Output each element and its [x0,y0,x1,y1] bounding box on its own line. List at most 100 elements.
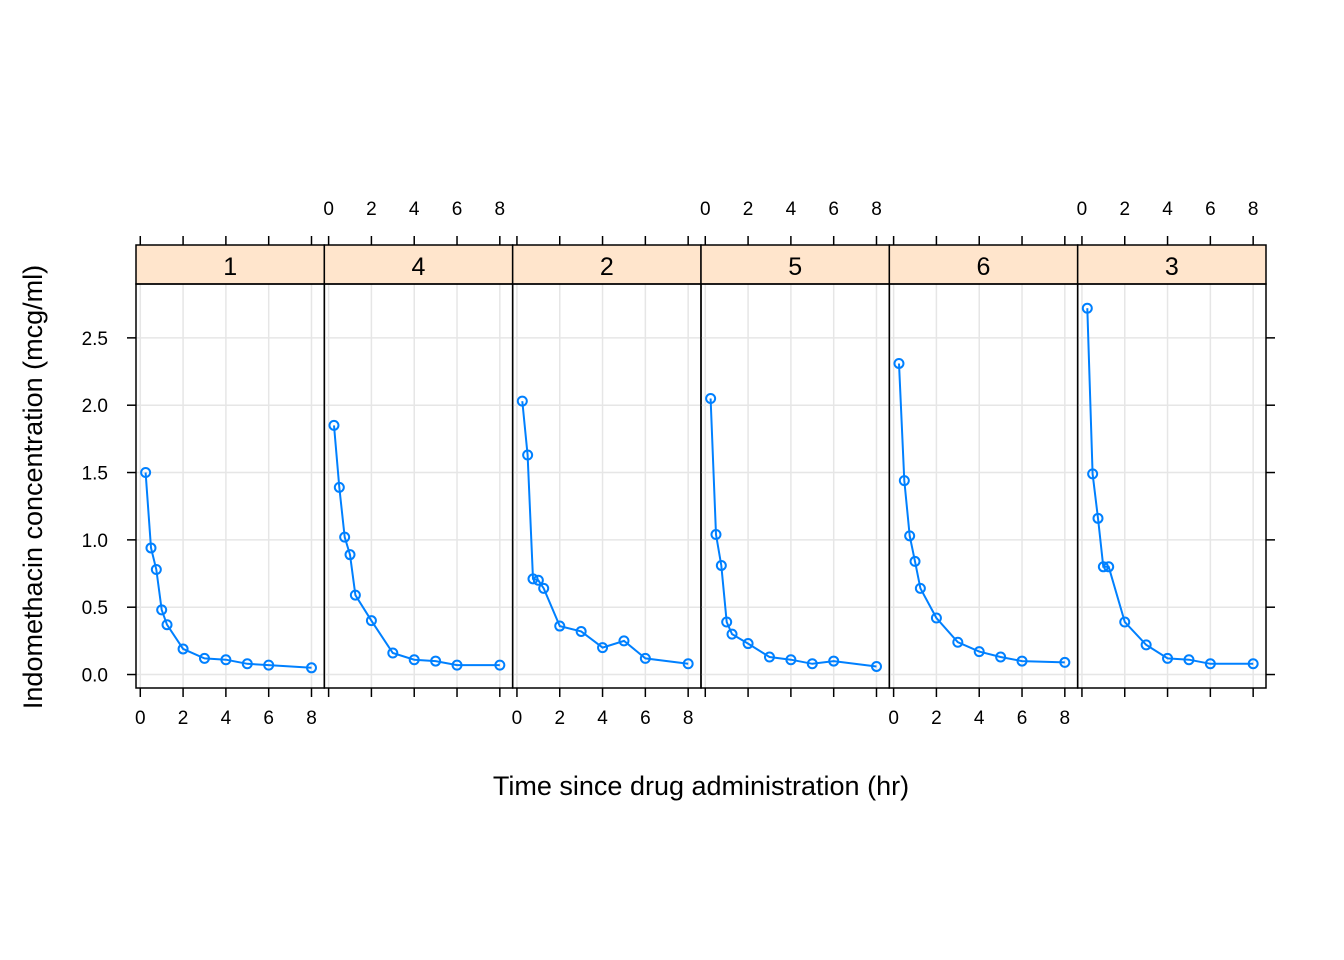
data-point [1183,654,1195,666]
data-point [1081,302,1093,314]
panel-3: 3 [1076,244,1267,689]
data-point [952,636,964,648]
data-point [726,628,738,640]
panel-4: 4 [323,244,514,689]
data-point [806,658,818,670]
axes-layer: 0 2 4 6 8 0 2 4 6 8 0 2 4 6 8 0 2 4 6 8 0 2 4 6 8 0 2 4 6 8 0.0 0.5 1.0 1… [82,199,1275,729]
data-point [538,582,550,594]
data-point [1103,561,1115,573]
data-point [339,531,351,543]
x-tick-label-top: 2 [366,199,377,220]
x-tick-label-bottom: 2 [931,708,942,729]
data-point [408,654,420,666]
data-point [904,530,916,542]
data-point [1140,639,1152,651]
x-tick-label-bottom: 4 [221,708,232,729]
data-point [1059,656,1071,668]
data-point [554,620,566,632]
x-tick-label-bottom: 2 [554,708,565,729]
data-point [177,643,189,655]
panel-1: 1 [135,244,326,689]
x-tick-label-top: 6 [1205,199,1216,220]
data-point [150,563,162,575]
data-point [198,652,210,664]
data-point [349,589,361,601]
data-point [893,357,905,369]
x-tick-label-top: 0 [700,199,711,220]
x-tick-label-top: 8 [1248,199,1259,220]
data-point [705,392,717,404]
x-axis-title: Time since drug administration (hr) [493,771,909,801]
data-point [1087,468,1099,480]
data-point [1119,616,1131,628]
panel-5: 5 [700,244,891,689]
x-tick-label-bottom: 4 [597,708,608,729]
strip-label: 4 [412,253,426,281]
data-point [220,654,232,666]
x-tick-label-top: 4 [1162,199,1173,220]
x-tick-label-top: 2 [1119,199,1130,220]
series-line [521,401,689,665]
x-tick-label-top: 8 [495,199,506,220]
series-line [898,363,1065,664]
y-tick-label: 0.0 [82,666,108,687]
data-point [742,638,754,650]
data-point [618,635,630,647]
panels-layer: 1 4 2 5 6 3 [135,244,1267,689]
panel-6: 6 [888,244,1079,689]
x-tick-label-bottom: 8 [306,708,317,729]
data-point [639,652,651,664]
data-point [430,655,442,667]
data-point [763,651,775,663]
y-tick-label: 1.5 [82,464,108,485]
data-point [161,619,173,631]
data-point [305,662,317,674]
x-tick-label-bottom: 0 [888,708,899,729]
data-point [522,449,534,461]
strip-background [700,244,891,285]
x-tick-label-top: 6 [452,199,463,220]
data-point [995,651,1007,663]
data-point [241,658,253,670]
series-line [709,398,877,668]
data-point [263,659,275,671]
data-point [365,615,377,627]
data-point [451,659,463,671]
data-point [973,646,985,658]
strip-background [511,244,702,285]
strip-label: 6 [977,253,991,281]
series-line [144,472,312,669]
x-tick-label-bottom: 0 [512,708,523,729]
data-point [1247,658,1259,670]
data-point [1204,658,1216,670]
data-point [715,559,727,571]
x-tick-label-bottom: 6 [1017,708,1028,729]
x-tick-label-top: 0 [323,199,334,220]
x-tick-label-top: 6 [828,199,839,220]
data-point [597,642,609,654]
panel-frame [323,283,514,689]
x-tick-label-bottom: 4 [974,708,985,729]
strip-background [135,244,326,285]
x-tick-label-bottom: 6 [263,708,274,729]
data-point [710,528,722,540]
data-point [1016,655,1028,667]
data-point [387,647,399,659]
y-tick-label: 0.5 [82,598,108,619]
series-line [1086,308,1254,665]
data-point [156,604,168,616]
panel-frame [1076,283,1267,689]
data-point [909,555,921,567]
data-point [145,542,157,554]
y-axis-title: Indomethacin concentration (mcg/ml) [18,265,48,709]
y-tick-label: 2.5 [82,329,108,350]
data-point [828,655,840,667]
x-tick-label-top: 4 [786,199,797,220]
x-tick-label-top: 4 [409,199,420,220]
data-point [333,481,345,493]
strip-label: 5 [788,253,802,281]
data-point [516,395,528,407]
data-point [914,582,926,594]
strip-background [1076,244,1267,285]
data-point [870,660,882,672]
